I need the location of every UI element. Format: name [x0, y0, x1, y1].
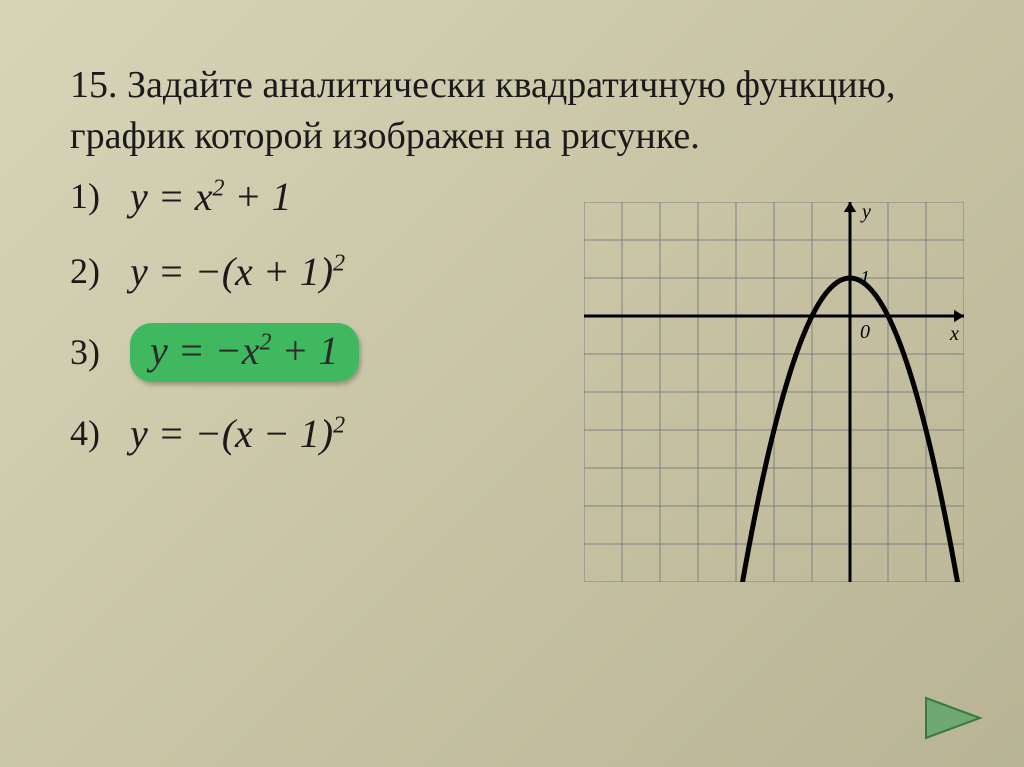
options-list: 1) y = x2 + 1 2) y = −(x + 1)2 3) y = −x…: [70, 173, 540, 485]
svg-text:y: y: [860, 202, 871, 223]
option-1-formula: y = x2 + 1: [130, 173, 292, 220]
svg-text:0: 0: [860, 321, 870, 343]
option-2[interactable]: 2) y = −(x + 1)2: [70, 248, 540, 295]
svg-text:x: x: [949, 323, 959, 345]
option-1-num: 1): [70, 175, 130, 217]
option-2-num: 2): [70, 250, 130, 292]
option-1[interactable]: 1) y = x2 + 1: [70, 173, 540, 220]
option-4-formula: y = −(x − 1)2: [130, 410, 345, 457]
option-3-num: 3): [70, 331, 130, 373]
next-button[interactable]: [922, 694, 984, 742]
option-4[interactable]: 4) y = −(x − 1)2: [70, 410, 540, 457]
triangle-right-icon: [922, 694, 984, 742]
option-3-formula: y = −x2 + 1: [130, 323, 359, 382]
option-4-num: 4): [70, 412, 130, 454]
question-text: 15. Задайте аналитически квадратичную фу…: [70, 60, 954, 163]
parabola-chart: 01xy: [584, 202, 964, 587]
option-2-formula: y = −(x + 1)2: [130, 248, 345, 295]
option-3[interactable]: 3) y = −x2 + 1: [70, 323, 540, 382]
